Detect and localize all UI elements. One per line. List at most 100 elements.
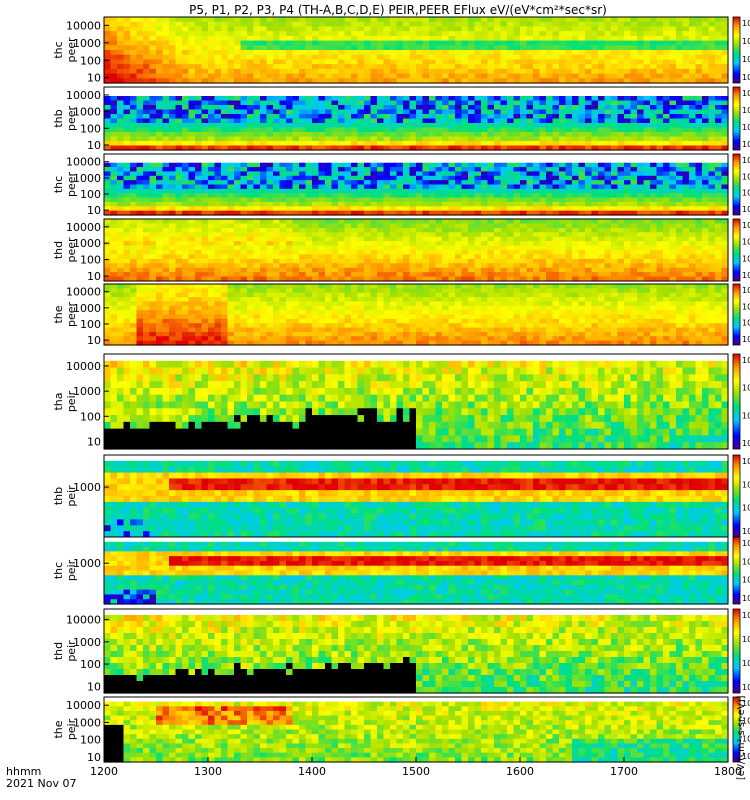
y-tick-label: 10000	[66, 19, 101, 32]
x-tick-label: 1700	[610, 765, 638, 778]
panel-thc-peer: 10 100 1000 10000 thcpeer 10⁸ 10⁶ 10⁴ 10²	[52, 153, 750, 217]
panel-thc-peer: 10 100 1000 10000 thcpeer 10⁸ 10⁶ 10⁴ 10²	[52, 16, 750, 85]
y-tick-label: 10	[87, 270, 101, 283]
colorbar-tick-label: 10⁸	[742, 19, 750, 28]
y-tick-label: 100	[80, 54, 101, 67]
y-tick-label: 1000	[73, 172, 101, 185]
y-tick-label: 100	[80, 318, 101, 331]
spectrogram-cells	[104, 284, 729, 346]
colorbar-tick-label: 10²	[742, 594, 750, 603]
panel-y-label: thcpeer	[52, 172, 78, 198]
y-tick-label: 1000	[73, 557, 101, 570]
y-tick-label: 1000	[73, 237, 101, 250]
colorbar-tick-label: 10⁴	[742, 659, 750, 668]
colorbar-tick-label: 10²	[742, 73, 750, 82]
figure-title: P5, P1, P2, P3, P4 (TH-A,B,C,D,E) PEIR,P…	[189, 3, 607, 17]
spectrogram-cells	[104, 609, 729, 694]
colorbar-tick-label: 10⁴	[742, 319, 750, 328]
y-tick-label: 10	[87, 204, 101, 217]
colorbar-tick-label: 10²	[742, 205, 750, 214]
colorbar-tick-label: 10⁶	[742, 302, 750, 311]
x-axis-label-date: 2021 Nov 07	[6, 777, 76, 790]
x-tick-label: 1300	[194, 765, 222, 778]
colorbar-tick-label: 10⁶	[742, 717, 750, 726]
panel-y-label: thdpeir	[52, 640, 78, 662]
colorbar-tick-label: 10⁸	[742, 221, 750, 230]
y-tick-label: 10	[87, 72, 101, 85]
panel-y-label: thapeir	[52, 390, 78, 412]
y-tick-label: 10	[87, 334, 101, 347]
x-axis-label-hhmm: hhmm	[6, 765, 41, 778]
x-tick-label: 1600	[506, 765, 534, 778]
y-tick-label: 10	[87, 139, 101, 152]
y-tick-label: 100	[80, 658, 101, 671]
y-tick-label: 10000	[66, 221, 101, 234]
colorbar: 10⁸ 10⁶ 10⁴ 10²	[732, 218, 750, 282]
colorbar: 10⁸ 10⁶ 10⁴ 10²	[732, 696, 750, 763]
panel-frame	[103, 353, 729, 450]
panel-frame	[103, 608, 729, 694]
panel-thb-peer: 10 100 1000 10000 thbpeer 10⁸ 10⁶ 10⁴ 10²	[52, 86, 750, 152]
colorbar-tick-label: 10⁸	[742, 699, 750, 708]
y-tick-label: 10000	[66, 360, 101, 373]
y-tick-label: 1000	[73, 37, 101, 50]
y-tick-label: 100	[80, 734, 101, 747]
y-tick-label: 10	[87, 751, 101, 764]
colorbar-tick-label: 10²	[742, 527, 750, 536]
spectrogram-cells	[104, 219, 729, 282]
spectrogram-cells	[104, 537, 729, 605]
colorbar-tick-label: 10⁴	[742, 411, 750, 420]
panel-the-peir: 10 100 1000 10000 thepeir 10⁸ 10⁶ 10⁴ 10²	[52, 696, 750, 764]
colorbar-tick-label: 10⁴	[742, 576, 750, 585]
panel-y-label: thcpeir	[52, 559, 78, 581]
colorbar-tick-label: 10⁶	[742, 635, 750, 644]
y-tick-label: 10	[87, 680, 101, 693]
y-tick-label: 10	[87, 435, 101, 448]
panel-y-label: thdpeer	[52, 237, 78, 263]
colorbar-tick-label: 10⁸	[742, 356, 750, 365]
y-tick-label: 10000	[66, 156, 101, 169]
colorbar-label-units: [eV/(cm²-s-sr-eV)]	[736, 696, 747, 780]
colorbar: 10⁸ 10⁶ 10⁴ 10²	[732, 454, 750, 538]
colorbar: 10⁸ 10⁶ 10⁴ 10²	[732, 86, 750, 151]
spectrogram-cells	[104, 154, 729, 216]
y-tick-label: 1000	[73, 636, 101, 649]
panel-y-label: thepeer	[52, 302, 78, 328]
colorbar-tick-label: 10⁶	[742, 557, 750, 566]
x-tick-label: 1500	[402, 765, 430, 778]
colorbar-tick-label: 10²	[742, 439, 750, 448]
y-tick-label: 1000	[73, 385, 101, 398]
colorbar-tick-label: 10⁴	[742, 123, 750, 132]
x-tick-label: 1400	[298, 765, 326, 778]
x-axis: 1200 1300 1400 1500 1600 1700 1800	[90, 757, 742, 778]
colorbar-tick-label: 10⁶	[742, 238, 750, 247]
y-tick-label: 100	[80, 254, 101, 267]
x-tick-label: 1800	[714, 765, 742, 778]
panel-frame	[103, 283, 729, 346]
colorbar: 10⁸ 10⁶ 10⁴ 10²	[732, 536, 750, 605]
colorbar: 10⁸ 10⁶ 10⁴ 10²	[732, 283, 750, 346]
colorbar-tick-label: 10⁴	[742, 734, 750, 743]
colorbar-tick-label: 10⁸	[742, 457, 750, 466]
spectrogram-cells	[104, 697, 729, 763]
y-tick-label: 10000	[66, 286, 101, 299]
panel-thd-peir: 10 100 1000 10000 thdpeir 10⁸ 10⁶ 10⁴ 10²	[52, 608, 750, 694]
colorbar-tick-label: 10²	[742, 271, 750, 280]
colorbar-tick-label: 10⁶	[742, 384, 750, 393]
colorbar-tick-label: 10²	[742, 683, 750, 692]
x-tick-label: 1200	[90, 765, 118, 778]
spectrogram-cells	[104, 455, 729, 538]
y-tick-label: 10000	[66, 699, 101, 712]
y-tick-label: 1000	[73, 302, 101, 315]
panel-y-label: thbpeir	[52, 485, 78, 507]
y-tick-label: 10000	[66, 89, 101, 102]
panel-frame	[103, 16, 729, 84]
colorbar-tick-label: 10⁶	[742, 37, 750, 46]
colorbar-tick-label: 10⁶	[742, 106, 750, 115]
panel-thd-peer: 10 100 1000 10000 thdpeer 10⁸ 10⁶ 10⁴ 10²	[52, 218, 750, 283]
panel-y-label: thcpeer	[52, 37, 78, 63]
panel-y-label: thbpeer	[52, 106, 78, 132]
y-tick-label: 100	[80, 122, 101, 135]
y-tick-label: 1000	[73, 716, 101, 729]
